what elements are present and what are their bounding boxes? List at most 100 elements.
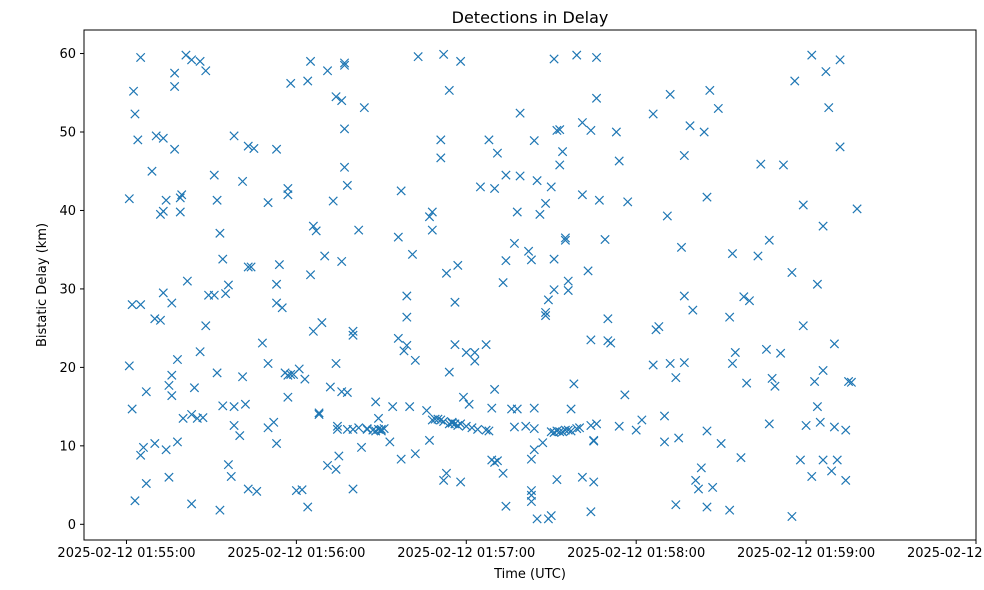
data-point — [566, 426, 576, 436]
data-point — [586, 507, 596, 517]
x-tick-label: 2025-02-12 01:56:00 — [227, 546, 365, 561]
data-point — [447, 418, 457, 428]
data-point — [756, 159, 766, 169]
data-point — [158, 133, 168, 143]
data-point — [509, 238, 520, 249]
data-point — [659, 411, 670, 421]
data-point — [529, 403, 539, 413]
data-point — [526, 255, 537, 265]
data-point — [549, 254, 559, 264]
data-point — [124, 194, 134, 204]
data-point — [252, 486, 262, 496]
data-point — [614, 156, 624, 166]
y-tick-label: 10 — [59, 439, 76, 454]
data-point — [127, 299, 137, 310]
data-point — [243, 262, 253, 272]
data-point — [523, 246, 534, 256]
data-point — [623, 197, 633, 207]
data-point — [243, 484, 253, 494]
data-point — [422, 405, 432, 416]
data-point — [563, 425, 573, 435]
data-point — [305, 56, 316, 67]
data-point — [439, 49, 449, 59]
y-axis-ticks: 0 10 20 30 40 50 60 — [59, 47, 84, 533]
data-point — [189, 383, 200, 393]
data-point — [136, 299, 146, 310]
data-point — [815, 417, 825, 427]
data-point — [396, 186, 406, 196]
data-point — [481, 340, 491, 350]
data-point — [186, 409, 197, 420]
data-point — [841, 475, 851, 485]
data-point — [583, 266, 593, 276]
data-point — [314, 408, 324, 418]
data-point — [761, 344, 772, 354]
data-point — [455, 419, 466, 429]
data-point — [648, 109, 658, 119]
data-point — [691, 475, 701, 485]
data-point — [218, 254, 228, 264]
data-point — [151, 131, 161, 141]
data-point — [467, 423, 477, 433]
data-point — [509, 422, 520, 432]
data-point — [742, 378, 752, 388]
data-point — [332, 424, 343, 434]
data-point — [175, 193, 185, 203]
data-point — [172, 354, 183, 365]
data-point — [322, 460, 333, 471]
data-point — [594, 195, 605, 205]
data-point — [798, 321, 808, 331]
data-point — [560, 233, 571, 243]
data-point — [744, 296, 755, 306]
data-point — [158, 206, 168, 216]
data-point — [648, 360, 658, 370]
data-point — [354, 423, 364, 433]
data-point — [141, 387, 151, 397]
data-point — [812, 401, 823, 412]
data-point — [727, 358, 738, 369]
data-point — [696, 463, 706, 473]
data-point — [546, 511, 556, 521]
data-point — [512, 404, 522, 414]
data-point — [195, 347, 205, 357]
x-tick-label: 2025-02-12 01:58:00 — [567, 546, 705, 561]
data-point — [775, 348, 786, 358]
data-point — [787, 511, 797, 522]
data-point — [212, 195, 222, 205]
data-point — [303, 502, 313, 512]
data-point — [487, 403, 497, 413]
data-point — [557, 427, 568, 437]
data-point — [424, 435, 435, 445]
data-point — [464, 399, 474, 409]
data-point — [161, 445, 171, 455]
data-point — [130, 496, 140, 506]
data-point — [498, 468, 508, 478]
data-point — [269, 417, 279, 427]
data-point — [586, 125, 596, 136]
data-point — [371, 397, 381, 407]
data-point — [526, 496, 537, 507]
data-point — [226, 471, 236, 482]
data-point — [393, 232, 403, 242]
data-point — [124, 361, 134, 371]
data-point — [322, 66, 333, 76]
data-point — [339, 58, 350, 68]
data-point — [679, 358, 689, 368]
data-point — [436, 415, 446, 425]
data-point — [481, 425, 491, 435]
data-point — [325, 382, 335, 392]
data-point — [342, 180, 352, 190]
data-point — [195, 56, 205, 67]
data-point — [475, 182, 486, 192]
data-point — [515, 171, 525, 181]
data-point — [201, 321, 211, 331]
data-point — [308, 326, 318, 336]
data-point — [727, 248, 738, 259]
data-point — [770, 381, 780, 391]
data-point — [852, 204, 862, 214]
scatter-points — [124, 49, 862, 524]
data-point — [753, 251, 763, 261]
data-point — [215, 505, 225, 515]
chart-title: Detections in Delay — [452, 8, 609, 27]
data-point — [807, 50, 817, 60]
